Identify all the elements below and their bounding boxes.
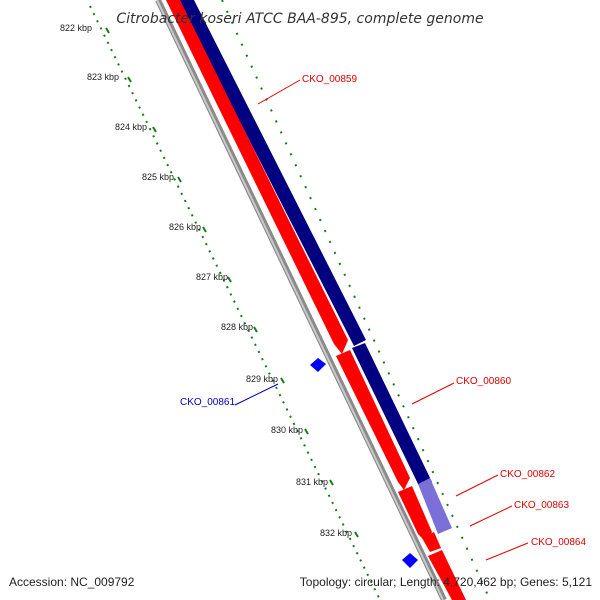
ruler-label: 823 kbp <box>87 72 119 82</box>
ruler-label: 831 kbp <box>296 477 328 487</box>
small-feature-marker[interactable] <box>402 553 418 568</box>
ruler-label: 828 kbp <box>221 322 253 332</box>
outer-tick-ring <box>221 0 491 600</box>
ruler-label: 822 kbp <box>60 23 92 33</box>
ruler-tick-marks <box>105 27 359 538</box>
backbone-highlight <box>156 0 444 600</box>
gene-label-CKO_00861[interactable]: CKO_00861 <box>180 397 235 408</box>
ruler-label: 830 kbp <box>271 425 303 435</box>
gene-forward-large-arrow[interactable] <box>166 0 348 354</box>
ruler-label: 832 kbp <box>320 528 352 538</box>
gene-label-CKO_00860[interactable]: CKO_00860 <box>456 376 511 387</box>
gene-label-CKO_00863[interactable]: CKO_00863 <box>514 500 569 511</box>
ruler-label: 827 kbp <box>196 272 228 282</box>
ruler-label: 825 kbp <box>142 172 174 182</box>
accession-text: Accession: NC_009792 <box>9 575 135 589</box>
topology-text: Topology: circular; Length: 4,720,462 bp… <box>300 575 593 589</box>
gene-CKO_00863-arrow[interactable] <box>398 486 432 542</box>
gene-CKO_00862-block[interactable] <box>418 478 452 534</box>
ruler-labels: 822 kbp 823 kbp 824 kbp 825 kbp 826 kbp … <box>60 23 352 538</box>
gene-labels: CKO_00859 CKO_00860 CKO_00861 CKO_00862 … <box>180 74 586 548</box>
ruler-label: 824 kbp <box>115 122 147 132</box>
gene-label-CKO_00864[interactable]: CKO_00864 <box>531 537 586 548</box>
gene-CKO_00860-arrow[interactable] <box>352 343 432 488</box>
gene-CKO_00859-arrow[interactable] <box>178 0 366 346</box>
gene-forward-bottom-arrow[interactable] <box>428 550 466 600</box>
gene-label-CKO_00859[interactable]: CKO_00859 <box>302 74 357 85</box>
ruler-label: 829 kbp <box>246 374 278 384</box>
leader-lines <box>234 79 529 561</box>
gene-forward-mid-arrow[interactable] <box>336 350 410 490</box>
gene-label-CKO_00862[interactable]: CKO_00862 <box>500 469 555 480</box>
map-title: Citrobacter koseri ATCC BAA-895, complet… <box>116 11 483 27</box>
gene-CKO_00864-arrow[interactable] <box>422 532 441 552</box>
gene-CKO_00861-marker[interactable] <box>310 358 326 372</box>
ruler-label: 826 kbp <box>169 222 201 232</box>
